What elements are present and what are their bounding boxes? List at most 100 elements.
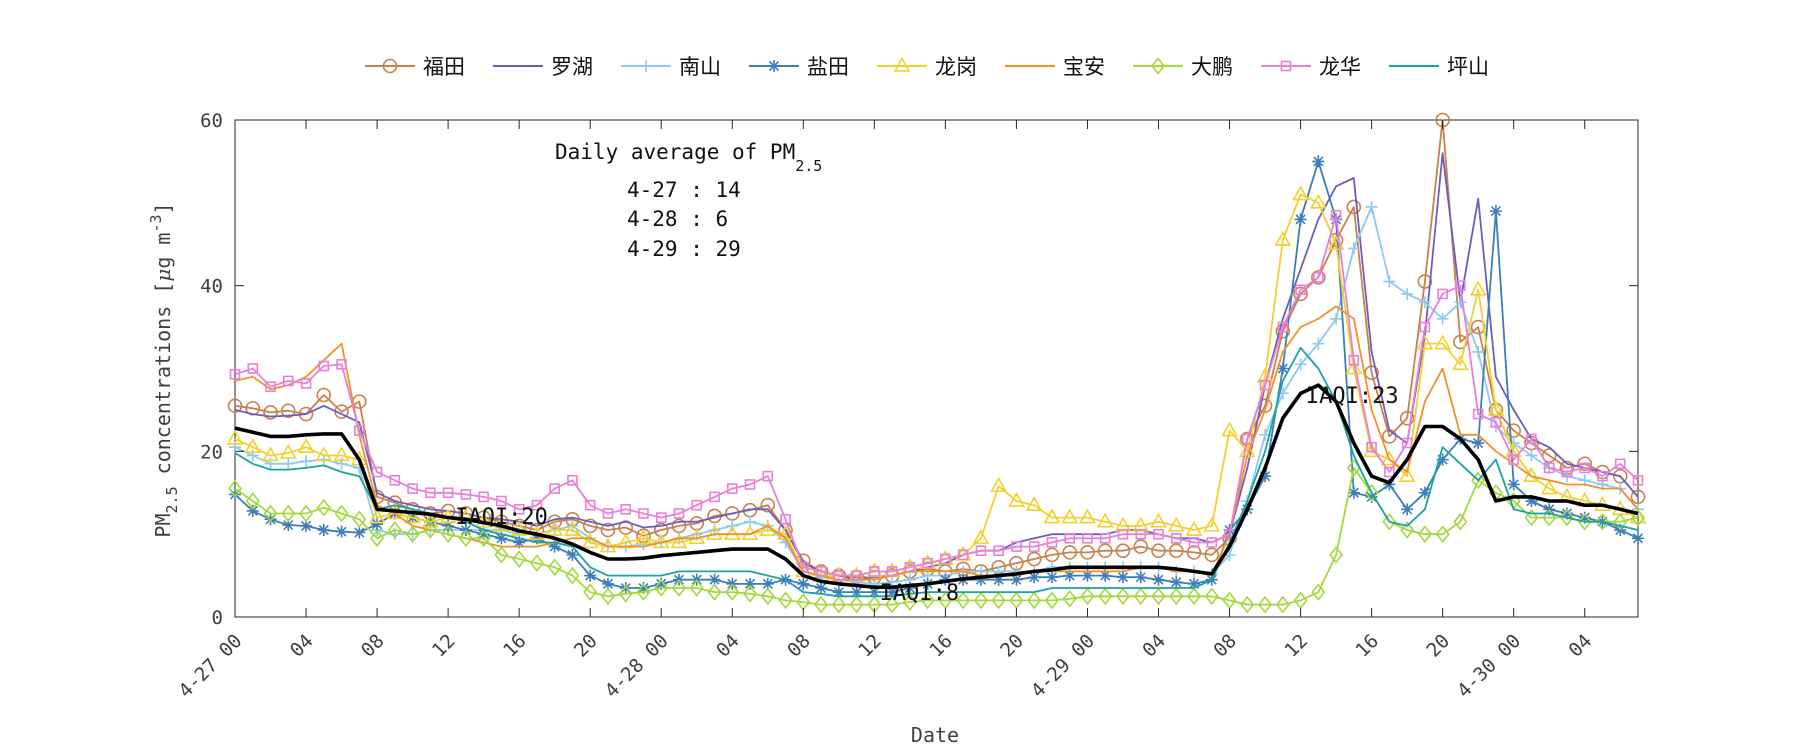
data-point	[1435, 525, 1450, 543]
x-axis-label: Date	[911, 723, 959, 747]
data-point	[370, 529, 385, 548]
data-point	[706, 525, 723, 540]
x-tick-label: 12	[854, 630, 886, 662]
data-point	[1312, 155, 1325, 168]
legend-item: 盐田	[749, 55, 849, 79]
legend-item: 龙华	[1261, 55, 1361, 79]
data-point	[1275, 595, 1290, 614]
data-point	[584, 499, 596, 511]
data-point	[281, 504, 296, 523]
data-point	[797, 577, 810, 590]
series-line	[234, 346, 1639, 598]
series-8	[229, 209, 1644, 581]
data-point	[1401, 437, 1413, 449]
data-point	[371, 518, 384, 531]
data-point	[247, 363, 259, 374]
x-tick-label: 08	[357, 630, 389, 662]
data-point	[335, 457, 348, 470]
series-5	[226, 185, 1647, 582]
data-point	[548, 540, 561, 553]
data-point	[1329, 546, 1344, 564]
data-point	[1063, 569, 1076, 582]
legend-item: 福田	[365, 55, 465, 79]
x-tick-label: 16	[925, 630, 957, 662]
y-tick-label: 60	[200, 110, 223, 132]
data-point	[831, 595, 846, 614]
data-point	[265, 381, 276, 393]
data-point	[814, 595, 829, 614]
legend-label: 盐田	[807, 55, 849, 79]
data-point	[1025, 496, 1043, 511]
data-point	[227, 398, 243, 414]
data-point	[600, 522, 616, 538]
data-point	[1240, 595, 1255, 614]
x-tick-label: 04	[286, 630, 318, 662]
x-tick-label: 16	[1351, 630, 1383, 662]
data-point	[778, 591, 793, 610]
data-point	[1418, 296, 1431, 309]
data-point	[938, 591, 953, 610]
data-point	[709, 491, 720, 503]
data-point	[1167, 516, 1185, 532]
legend-marker	[1280, 60, 1292, 72]
data-point	[1293, 286, 1308, 302]
data-point	[1185, 520, 1203, 536]
data-point	[1508, 454, 1519, 465]
data-point	[1540, 479, 1558, 495]
data-point	[725, 583, 740, 601]
data-point	[832, 586, 845, 599]
iaqi-label: IAQI:8	[880, 581, 959, 606]
iaqi-labels: IAQI:20 IAQI:8 IAQI:23	[455, 384, 1398, 606]
data-point	[264, 513, 277, 526]
data-point	[336, 359, 347, 370]
data-point	[1117, 528, 1129, 540]
data-point	[637, 582, 650, 595]
data-point	[601, 577, 614, 590]
series-7	[227, 459, 1646, 614]
data-point	[1365, 200, 1378, 213]
data-point	[404, 508, 421, 524]
data-point	[1311, 583, 1326, 601]
data-point	[1436, 453, 1449, 466]
data-point	[744, 479, 756, 490]
data-point	[513, 536, 526, 549]
data-point	[1454, 296, 1467, 309]
data-point	[1186, 587, 1202, 606]
data-point	[1330, 312, 1343, 325]
data-point	[547, 558, 562, 577]
legend-label: 宝安	[1063, 55, 1105, 79]
data-point	[1293, 591, 1308, 610]
data-point	[407, 483, 418, 494]
data-point	[1045, 571, 1058, 584]
data-point	[1115, 543, 1131, 559]
annotation-line-3: 4-29 : 29	[627, 237, 741, 261]
data-point	[1453, 512, 1468, 531]
data-point	[226, 429, 244, 445]
data-point	[1597, 470, 1608, 482]
data-point	[1080, 545, 1095, 560]
data-point	[993, 545, 1004, 557]
data-point	[1276, 362, 1289, 375]
annotation-line-1: 4-27 : 14	[627, 178, 741, 202]
legend-label: 福田	[423, 55, 465, 79]
data-point	[566, 548, 579, 561]
legend-marker	[640, 60, 652, 72]
data-point	[442, 487, 454, 499]
data-point	[903, 582, 916, 595]
data-point	[1258, 595, 1273, 614]
annotation-title: Daily average of PM2.5	[555, 140, 822, 175]
data-point	[654, 579, 669, 597]
data-point	[1277, 321, 1289, 333]
data-point	[1097, 543, 1113, 559]
data-point	[973, 591, 988, 610]
data-point	[263, 504, 278, 523]
data-point	[1080, 587, 1095, 606]
data-point	[671, 579, 687, 597]
x-tick-label: 4-29 00	[1027, 630, 1099, 702]
data-point	[1401, 287, 1414, 300]
data-point	[1241, 433, 1253, 445]
data-point	[1398, 467, 1416, 482]
data-point	[1151, 543, 1166, 559]
data-point	[1115, 587, 1130, 606]
